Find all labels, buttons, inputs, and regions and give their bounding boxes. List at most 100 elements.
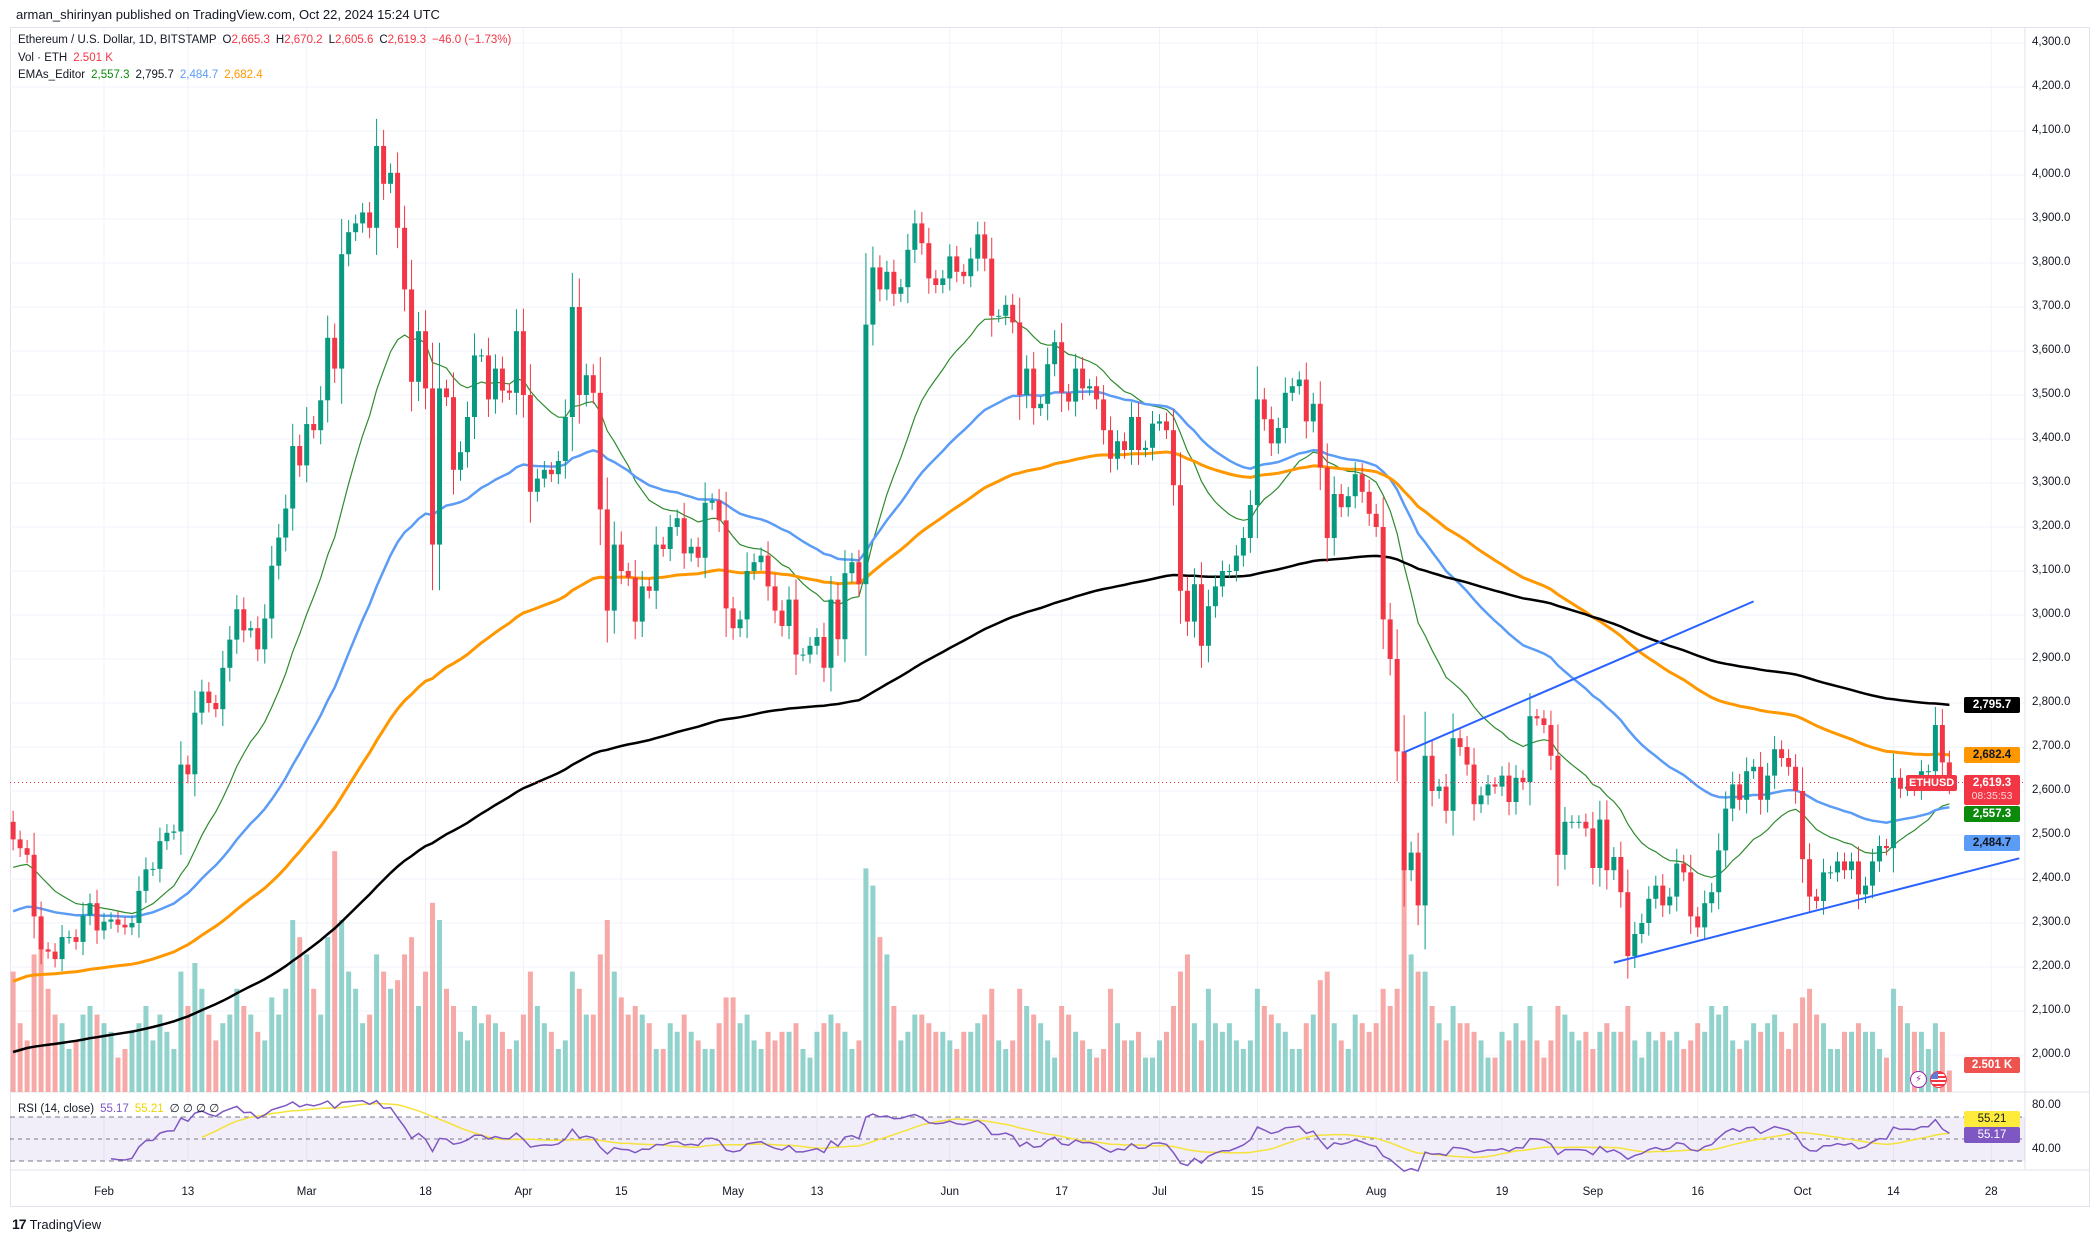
candle-body bbox=[206, 691, 212, 703]
candle-body bbox=[912, 223, 918, 250]
candle bbox=[625, 562, 631, 586]
volume-bar bbox=[1793, 1023, 1799, 1092]
candle bbox=[1331, 476, 1337, 556]
candle-body bbox=[1150, 423, 1155, 448]
candle-body bbox=[842, 573, 848, 640]
candle-body bbox=[423, 331, 429, 389]
candle bbox=[101, 912, 107, 940]
volume-bar bbox=[702, 1049, 708, 1092]
volume-bar bbox=[437, 920, 443, 1092]
candle-body bbox=[786, 599, 792, 626]
volume-bar bbox=[1031, 1014, 1037, 1092]
candle bbox=[1003, 295, 1009, 326]
candle-body bbox=[1219, 571, 1225, 587]
candle-body bbox=[1695, 916, 1701, 928]
volume-bar bbox=[1527, 1006, 1533, 1092]
candle-body bbox=[541, 469, 547, 479]
volume-bar bbox=[1436, 1023, 1442, 1092]
tradingview-logo[interactable]: 17 TradingView bbox=[12, 1216, 101, 1232]
candle-body bbox=[1080, 368, 1086, 389]
candle bbox=[1520, 770, 1526, 790]
volume-bar bbox=[1408, 954, 1414, 1092]
candle bbox=[1583, 813, 1589, 837]
candle-body bbox=[24, 848, 30, 855]
candle bbox=[108, 912, 114, 929]
volume-legend[interactable]: Vol · ETH 2.501 K bbox=[18, 52, 119, 64]
candle-body bbox=[1688, 872, 1694, 917]
candle-body bbox=[772, 586, 778, 611]
candle bbox=[1143, 440, 1149, 458]
candle-body bbox=[1730, 784, 1736, 809]
volume-bar bbox=[164, 1031, 170, 1092]
candle bbox=[632, 560, 638, 640]
volume-bar bbox=[1443, 1040, 1449, 1092]
symbol-legend[interactable]: Ethereum / U.S. Dollar, 1D, BITSTAMP O2,6… bbox=[18, 34, 517, 46]
candle-body bbox=[241, 609, 247, 631]
candle-body bbox=[618, 544, 624, 571]
candle bbox=[1324, 443, 1330, 563]
ema200-price-label: 2,795.7 bbox=[1964, 697, 2020, 713]
volume-bar bbox=[213, 1040, 219, 1092]
candle bbox=[1821, 858, 1827, 915]
candle bbox=[695, 537, 701, 568]
volume-bar bbox=[1163, 1031, 1169, 1092]
candle-body bbox=[38, 916, 44, 950]
candle bbox=[835, 583, 841, 656]
volume-bar bbox=[108, 1031, 114, 1092]
volume-bar bbox=[255, 1031, 261, 1092]
volume-bar bbox=[45, 988, 51, 1092]
candle bbox=[1436, 778, 1442, 799]
candle bbox=[653, 526, 659, 609]
candle bbox=[1765, 762, 1771, 813]
candle-body bbox=[339, 254, 345, 369]
volume-bar bbox=[1380, 988, 1386, 1092]
volume-bar bbox=[681, 1014, 687, 1092]
candle-body bbox=[31, 854, 37, 917]
candle bbox=[765, 541, 771, 601]
candle bbox=[199, 679, 205, 725]
ema20-price-label: 2,557.3 bbox=[1964, 806, 2020, 822]
volume-bar bbox=[639, 1014, 645, 1092]
us-flag-icon[interactable] bbox=[1930, 1071, 1947, 1088]
candle-body bbox=[667, 527, 673, 549]
candle-body bbox=[709, 500, 715, 503]
volume-bar bbox=[905, 1031, 911, 1092]
volume-bar bbox=[1911, 1031, 1917, 1092]
rsi-band bbox=[10, 1117, 2025, 1161]
lightning-icon[interactable]: ⚡ bbox=[1910, 1071, 1927, 1088]
candle bbox=[891, 259, 897, 306]
candle-body bbox=[1653, 885, 1659, 899]
candle bbox=[1233, 545, 1239, 582]
candle bbox=[31, 832, 37, 939]
candle bbox=[1869, 848, 1875, 899]
candle-body bbox=[304, 424, 310, 466]
candle bbox=[723, 491, 729, 637]
volume-price-label: 2.501 K bbox=[1964, 1057, 2020, 1073]
candle-body bbox=[1793, 766, 1799, 791]
price-axis-tick: 2,700.0 bbox=[2032, 740, 2071, 752]
candle-body bbox=[1457, 738, 1463, 747]
candle-body bbox=[471, 355, 477, 417]
tradingview-logo-icon: 17 bbox=[12, 1216, 27, 1232]
rsi-legend[interactable]: RSI (14, close) 55.17 55.21 ∅ ∅ ∅ ∅ bbox=[18, 1101, 225, 1115]
ema-legend[interactable]: EMAs_Editor 2,557.3 2,795.7 2,484.7 2,682.4 bbox=[18, 69, 269, 81]
candle-body bbox=[982, 234, 988, 259]
candle bbox=[583, 363, 589, 407]
candle bbox=[1198, 562, 1204, 668]
volume-bar bbox=[1828, 1049, 1834, 1092]
candle-body bbox=[1828, 872, 1834, 874]
candle bbox=[534, 468, 540, 502]
candle-body bbox=[1024, 368, 1030, 395]
volume-bar bbox=[1688, 1040, 1694, 1092]
candle bbox=[1129, 402, 1135, 465]
candle bbox=[255, 616, 261, 662]
candle bbox=[506, 383, 512, 400]
candle bbox=[1555, 724, 1561, 887]
candle-body bbox=[1338, 494, 1344, 508]
candle-body bbox=[520, 331, 526, 395]
candle-body bbox=[17, 839, 23, 849]
volume-bar bbox=[464, 1040, 470, 1092]
volume-bar bbox=[1352, 1014, 1358, 1092]
volume-bar bbox=[828, 1014, 834, 1092]
